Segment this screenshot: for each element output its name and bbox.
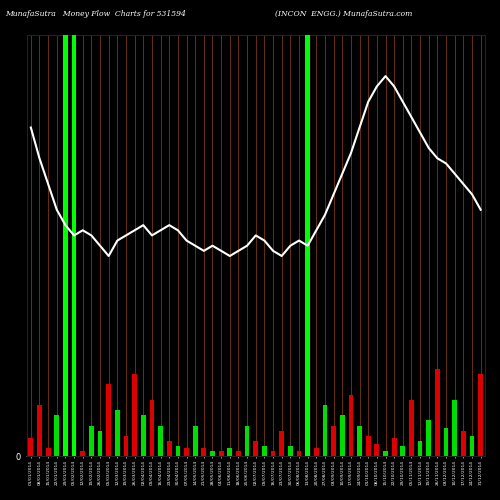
Bar <box>418 441 422 456</box>
Bar <box>150 400 154 456</box>
Bar <box>357 426 362 456</box>
Bar <box>28 438 33 456</box>
Bar <box>400 446 405 456</box>
Bar <box>167 441 172 456</box>
Bar <box>124 436 128 456</box>
Bar <box>132 374 137 456</box>
Bar <box>54 416 59 457</box>
Bar <box>478 374 483 456</box>
Bar <box>340 416 344 457</box>
Bar <box>383 452 388 456</box>
Bar <box>184 448 189 456</box>
Bar <box>280 430 284 456</box>
Bar <box>409 400 414 456</box>
Bar <box>219 452 224 456</box>
Bar <box>348 394 354 456</box>
Bar <box>452 400 457 456</box>
Bar <box>288 446 292 456</box>
Bar <box>331 426 336 456</box>
Bar <box>37 405 42 456</box>
Bar <box>176 446 180 456</box>
Bar <box>202 448 206 456</box>
Bar <box>193 426 198 456</box>
Bar <box>322 405 328 456</box>
Bar <box>444 428 448 456</box>
Bar <box>392 438 396 456</box>
Bar <box>262 446 267 456</box>
Bar <box>374 444 379 456</box>
Bar <box>306 35 310 456</box>
Bar <box>254 441 258 456</box>
Bar <box>46 448 51 456</box>
Bar <box>426 420 431 456</box>
Bar <box>72 35 76 456</box>
Text: MunafaSutra   Money Flow  Charts for 531594: MunafaSutra Money Flow Charts for 531594 <box>5 10 186 18</box>
Bar <box>244 426 250 456</box>
Bar <box>80 452 85 456</box>
Bar <box>115 410 119 457</box>
Bar <box>98 430 102 456</box>
Bar <box>106 384 111 456</box>
Bar <box>63 35 68 456</box>
Bar <box>236 452 241 456</box>
Bar <box>89 426 94 456</box>
Bar <box>435 369 440 456</box>
Text: (INCON  ENGG.) MunafaSutra.com: (INCON ENGG.) MunafaSutra.com <box>275 10 412 18</box>
Bar <box>141 416 146 457</box>
Bar <box>228 448 232 456</box>
Bar <box>470 436 474 456</box>
Bar <box>296 452 302 456</box>
Bar <box>158 426 163 456</box>
Bar <box>461 430 466 456</box>
Bar <box>210 452 215 456</box>
Bar <box>270 452 276 456</box>
Bar <box>366 436 370 456</box>
Bar <box>314 448 318 456</box>
